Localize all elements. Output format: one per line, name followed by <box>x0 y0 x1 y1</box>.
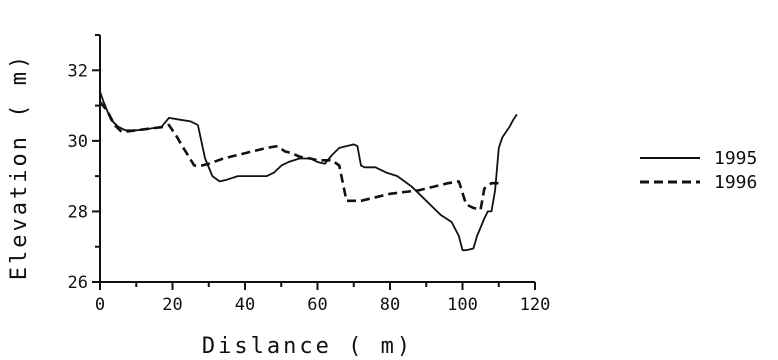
legend-label-1995: 1995 <box>714 148 757 169</box>
x-tick-label: 100 <box>447 295 478 315</box>
chart-labels: Dislance ( m) Elevation ( m) <box>7 53 413 359</box>
chart-series <box>98 91 518 252</box>
chart-legend: 1995 1996 <box>640 148 757 193</box>
series-line-1996 <box>98 101 499 211</box>
chart-axes <box>99 35 535 283</box>
y-tick-label: 28 <box>68 202 88 222</box>
series-line-1995 <box>99 91 518 252</box>
x-tick-label: 20 <box>162 295 182 315</box>
y-tick-label: 26 <box>68 273 88 293</box>
x-tick-label: 0 <box>95 295 105 315</box>
x-axis-title: Dislance ( m) <box>202 334 413 359</box>
x-tick-label: 120 <box>520 295 551 315</box>
legend-label-1996: 1996 <box>714 172 757 193</box>
x-tick-label: 60 <box>307 295 327 315</box>
x-tick-label: 40 <box>235 295 255 315</box>
x-tick-label: 80 <box>380 295 400 315</box>
y-axis-title: Elevation ( m) <box>7 53 32 280</box>
chart-ticks: 0 20 40 60 80 100 120 26 28 30 32 <box>68 34 551 315</box>
y-tick-label: 30 <box>68 132 88 152</box>
y-tick-label: 32 <box>68 61 88 81</box>
